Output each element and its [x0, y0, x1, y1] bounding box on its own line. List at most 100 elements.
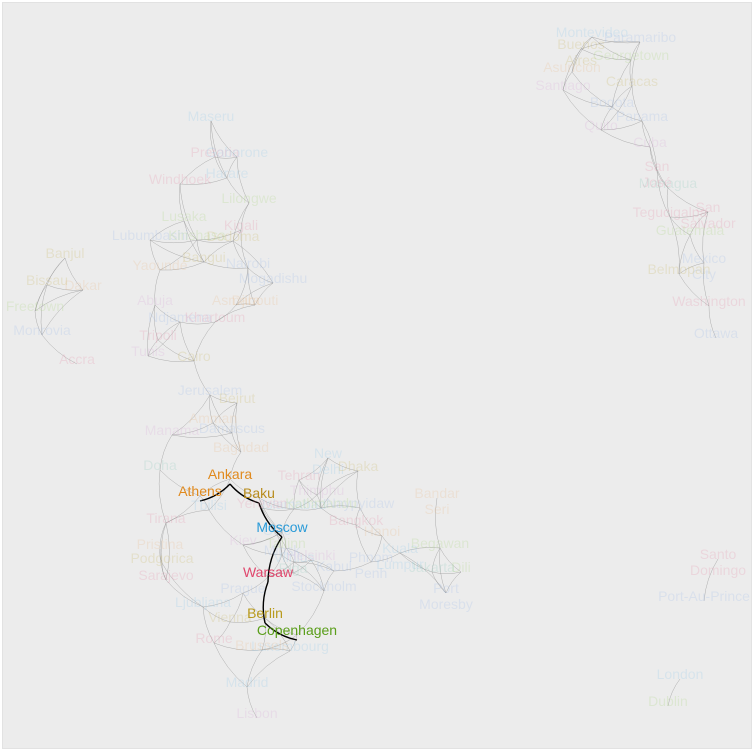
node-label-hanoi: Hanoi [364, 523, 401, 539]
graph-edge [179, 183, 185, 222]
node-label-dodoma: Dodoma [207, 228, 260, 244]
graph-edge [171, 432, 233, 438]
graph-edge [159, 522, 167, 550]
graph-edge [293, 559, 312, 563]
graph-edge [179, 321, 216, 325]
graph-edge [631, 41, 641, 87]
node-label-dhaka: Dhaka [338, 458, 379, 474]
graph-edge [232, 229, 242, 242]
graph-edge [320, 505, 361, 509]
node-label-managua: Managua [639, 175, 698, 191]
graph-edge [193, 360, 211, 396]
graph-edge [235, 303, 256, 306]
graph-edge [641, 120, 658, 172]
graph-edge [154, 304, 181, 323]
graph-edge [154, 269, 161, 306]
graph-edge [235, 402, 242, 453]
node-label-amman: Amman [189, 410, 237, 426]
graph-edge [34, 310, 43, 336]
graph-edge [161, 562, 167, 581]
node-label-kathmandu: Kathmandu [285, 495, 357, 511]
node-label-begawan: Begawan [411, 535, 469, 551]
graph-edge [641, 120, 651, 148]
graph-edge [199, 478, 231, 497]
graph-edge [381, 535, 401, 554]
graph-edge [320, 457, 329, 509]
graph-edge [333, 561, 372, 572]
node-label-djibouti: Djibouti [232, 292, 279, 308]
graph-edge [562, 89, 613, 108]
graph-edge [212, 402, 238, 424]
graph-edge [261, 634, 298, 651]
node-label-khartoum: Khartoum [185, 309, 246, 325]
node-label-tehran: Tehran [278, 467, 321, 483]
node-label-dakar: Dakar [64, 277, 102, 293]
graph-edge [689, 211, 709, 236]
node-label-manama: Manama [145, 422, 200, 438]
graph-edge [261, 617, 266, 651]
graph-edge [147, 304, 156, 357]
graph-edge [210, 120, 228, 179]
node-label-banjul: Banjul [46, 245, 85, 261]
graph-edge [281, 554, 294, 574]
graph-edge [293, 479, 300, 510]
graph-edge [159, 239, 198, 271]
node-label-panama: Panama [616, 108, 668, 124]
graph-edge [214, 304, 237, 323]
graph-edge [149, 239, 161, 271]
graph-edge [370, 552, 401, 563]
graph-edge [213, 621, 231, 644]
graph-edge [580, 48, 632, 61]
graph-edge [399, 547, 441, 554]
graph-edge [323, 570, 335, 592]
node-label-dili: Dili [451, 559, 470, 575]
node-label-vienna: Vienna [208, 609, 252, 625]
graph-edge [258, 497, 283, 533]
graph-edge [229, 592, 244, 623]
node-label-belmopan: Belmopan [647, 261, 710, 277]
graph-edge [179, 177, 228, 185]
node-label-georgetown: Georgetown [593, 47, 669, 63]
graph-edge [267, 561, 295, 578]
path-edge-ankara-baku [229, 483, 260, 504]
graph-edge [34, 257, 66, 312]
graph-edge [431, 571, 462, 574]
graph-edge [298, 457, 329, 481]
graph-edge [240, 202, 250, 231]
node-label-beirut: Beirut [219, 390, 256, 406]
graph-edge [229, 617, 266, 623]
graph-edge [293, 494, 318, 510]
graph-edge [562, 89, 602, 131]
graph-edge [212, 422, 242, 453]
graph-edge [355, 507, 361, 526]
node-label-prague: Prague [220, 580, 265, 596]
graph-edge [649, 146, 669, 189]
graph-edge [258, 497, 295, 510]
graph-edge [40, 284, 48, 336]
node-label-tbilisi: Tbilisi [191, 497, 227, 513]
graph-edge [656, 170, 669, 189]
graph-edge [161, 562, 204, 608]
graph-edge [232, 240, 274, 284]
graph-edge [159, 469, 201, 497]
graph-edge [41, 334, 78, 365]
graph-edge [310, 559, 325, 592]
graph-edge [293, 561, 325, 592]
node-label-ottawa: Ottawa [694, 325, 739, 341]
node-label-buenos-aires: Buenos Aires [557, 36, 604, 68]
graph-edge [591, 36, 641, 44]
graph-edge [196, 239, 234, 243]
node-label-port-au-prince: Port-Au-Prince [658, 588, 750, 604]
graph-edge [202, 592, 244, 608]
graph-edge [240, 229, 249, 269]
graph-edge [298, 479, 322, 509]
graph-edge [149, 239, 198, 244]
node-label-luxembourg: Luxembourg [251, 638, 329, 654]
node-label-lisbon: Lisbon [236, 705, 277, 721]
graph-edge [356, 470, 361, 509]
node-label-harare: Harare [206, 165, 249, 181]
node-label-maseru: Maseru [188, 108, 235, 124]
